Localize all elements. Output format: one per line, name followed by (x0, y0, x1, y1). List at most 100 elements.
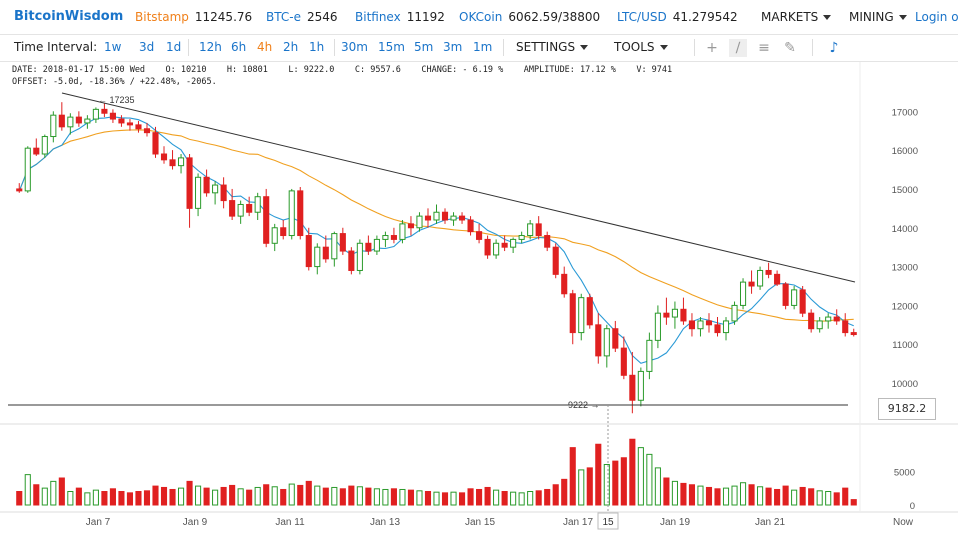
volume-bar (314, 485, 321, 506)
volume-bar (467, 488, 474, 506)
chevron-down-icon (898, 15, 907, 20)
volume-bar (118, 491, 125, 506)
volume-bar (135, 491, 142, 506)
volume-bar (390, 488, 397, 506)
alert-bell-icon[interactable]: ♪ (829, 40, 839, 56)
ticker-okcoin[interactable]: OKCoin 6062.59/38800 (459, 10, 600, 24)
pencil-icon[interactable]: ✎ (784, 40, 796, 56)
tools-menu[interactable]: TOOLS (614, 40, 668, 54)
volume-bar (484, 486, 491, 506)
ma-long-line (18, 129, 854, 322)
candle-body (510, 238, 517, 248)
price-tick-label: 17000 (892, 107, 918, 118)
interval-1w[interactable]: 1w (104, 40, 122, 54)
markets-menu[interactable]: MARKETS (761, 10, 832, 24)
candle-body (433, 211, 440, 221)
volume-bar (254, 486, 261, 506)
volume-bar (75, 487, 82, 506)
ticker-bitstamp[interactable]: Bitstamp 11245.76 (135, 10, 252, 24)
volume-bar (203, 487, 210, 506)
trendline (61, 92, 856, 283)
interval-3m[interactable]: 3m (443, 40, 463, 54)
interval-30m[interactable]: 30m (341, 40, 368, 54)
candle-body (493, 242, 500, 256)
candle-body (527, 223, 534, 237)
time-tick-label: Jan 17 (563, 517, 593, 528)
low-annotation: 9222 → (568, 400, 600, 410)
candle-body (757, 269, 764, 287)
volume-bar (297, 484, 304, 506)
candle-body (297, 190, 304, 237)
login-link[interactable]: Login or (915, 10, 958, 24)
volume-bar (697, 485, 704, 506)
candle-body (595, 324, 602, 357)
volume-bar (433, 491, 440, 506)
volume-bar (544, 488, 551, 506)
candle-body (424, 215, 432, 221)
candle-body (356, 242, 363, 271)
interval-4h[interactable]: 4h (257, 40, 273, 54)
volume-bar (339, 488, 346, 506)
interval-15m[interactable]: 15m (378, 40, 405, 54)
candle-body (833, 316, 840, 322)
chevron-down-icon (823, 15, 832, 20)
brand-logo[interactable]: BitcoinWisdom (14, 9, 124, 24)
volume-bar (177, 487, 185, 506)
volume-bar (16, 491, 23, 506)
candle-body (58, 114, 65, 128)
volume-bar (586, 467, 593, 506)
interval-3d[interactable]: 3d (139, 40, 155, 54)
settings-menu[interactable]: SETTINGS (516, 40, 589, 54)
ticker-exchange: BTC-e (266, 10, 301, 24)
candle-body (467, 219, 474, 233)
interval-1d[interactable]: 1d (166, 40, 182, 54)
tools-label: TOOLS (614, 40, 655, 54)
candle-body (118, 118, 125, 124)
volume-bar (271, 486, 278, 506)
candle-body (263, 196, 270, 244)
line-draw-icon[interactable]: ∕ (729, 39, 747, 57)
candle-body (739, 281, 747, 306)
candle-body (50, 114, 57, 138)
candle-body (799, 289, 806, 314)
interval-1h[interactable]: 1h (309, 40, 325, 54)
volume-bar (92, 489, 99, 506)
time-tick-label: Jan 19 (660, 517, 690, 528)
ticker-btce[interactable]: BTC-e 2546 (266, 10, 338, 24)
crosshair-icon[interactable]: + (706, 40, 718, 56)
volume-bar (782, 485, 789, 506)
interval-1m[interactable]: 1m (473, 40, 493, 54)
volume-bar (629, 438, 636, 506)
candle-body (791, 289, 798, 306)
toolbar-divider (812, 39, 813, 56)
fibonacci-icon[interactable]: ≡ (758, 40, 770, 56)
volume-bar (399, 488, 406, 506)
volume-bar (688, 484, 696, 506)
interval-2h[interactable]: 2h (283, 40, 299, 54)
volume-bar (382, 488, 389, 506)
volume-bar (229, 484, 236, 506)
candle-body (152, 132, 159, 155)
candle-body (348, 250, 355, 271)
ticker-ltcusd[interactable]: LTC/USD 41.279542 (617, 10, 738, 24)
interval-5m[interactable]: 5m (414, 40, 434, 54)
ticker-bitfinex[interactable]: Bitfinex 11192 (355, 10, 445, 24)
volume-bar (799, 486, 806, 506)
volume-bar (101, 491, 108, 506)
volume-bar (169, 488, 176, 506)
mining-label: MINING (849, 10, 894, 24)
volume-bar (646, 453, 653, 506)
volume-bar (331, 486, 338, 506)
interval-6h[interactable]: 6h (231, 40, 247, 54)
candle-body (169, 159, 176, 167)
volume-bar (518, 492, 525, 506)
interval-12h[interactable]: 12h (199, 40, 222, 54)
toolbar-divider (334, 39, 335, 56)
volume-bar (603, 464, 610, 506)
mining-menu[interactable]: MINING (849, 10, 907, 24)
candle-body (143, 128, 151, 134)
candle-body (646, 339, 653, 372)
volume-bar (595, 443, 602, 506)
volume-bar (808, 488, 815, 506)
